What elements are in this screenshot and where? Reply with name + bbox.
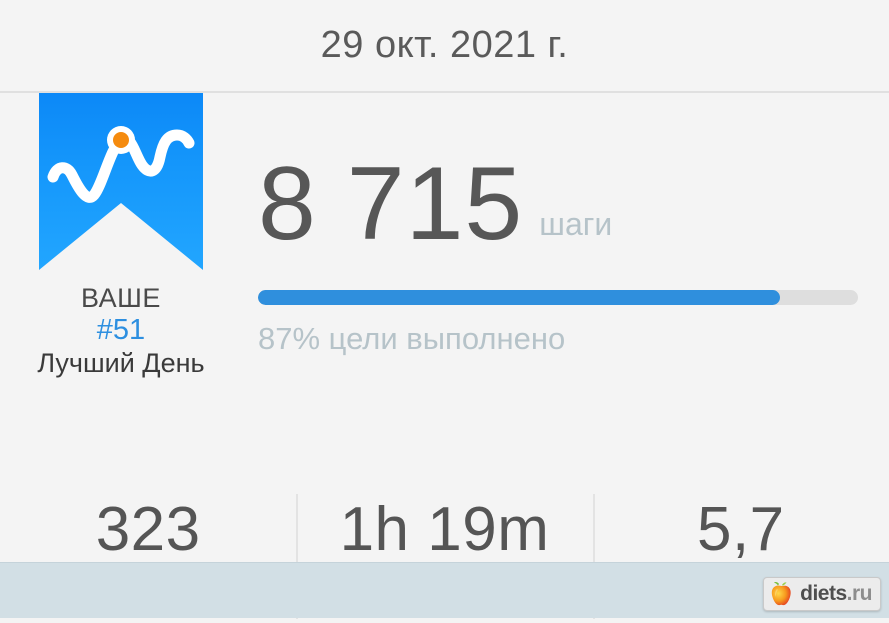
banner-pennant-icon (15, 77, 227, 277)
badge-caption-label: Лучший День (37, 347, 205, 378)
goal-progress-caption: 87% цели выполнено (258, 320, 566, 356)
stat-value: 323 (95, 495, 201, 564)
banner-flag-icon (39, 85, 203, 270)
steps-unit-label: шаги (539, 206, 613, 242)
apple-icon (771, 582, 791, 606)
badge-rank-value: #51 (96, 314, 146, 347)
badge-your-label: ВАШЕ (81, 283, 161, 313)
steps-count-value: 8 715 (258, 146, 524, 262)
daily-summary-panel: ВАШЕ #51 Лучший День 8 715 шаги 87% цели… (0, 77, 889, 619)
header-date-label: 29 окт. 2021 г. (320, 24, 569, 66)
steps-row: 8 715 шаги (258, 146, 861, 262)
best-day-badge: ВАШЕ #51 Лучший День (0, 77, 242, 379)
stat-value: 5,7 (696, 495, 785, 564)
stat-value: 1h 19m (339, 495, 550, 564)
goal-progress-bar (258, 289, 858, 305)
bottom-band (0, 562, 889, 618)
goal-progress-fill (258, 289, 780, 305)
date-header: 29 окт. 2021 г. (0, 0, 889, 93)
watermark-tld: .ru (846, 582, 873, 605)
steps-block: 8 715 шаги 87% цели выполнено (258, 146, 861, 357)
watermark-text: diets.ru (800, 582, 872, 606)
diets-watermark: diets.ru (763, 577, 881, 611)
watermark-name: diets (800, 582, 847, 605)
